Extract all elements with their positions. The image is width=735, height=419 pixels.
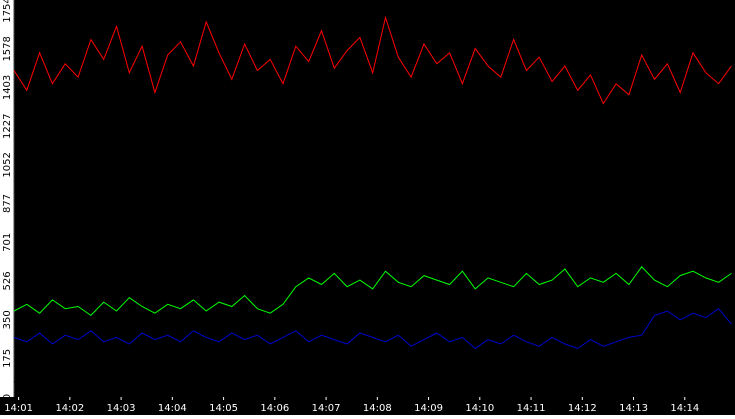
y-tick-label: 1754 xyxy=(2,0,13,23)
y-tick-label: 1227 xyxy=(2,114,13,139)
series-line xyxy=(13,266,732,317)
y-tick-label: 526 xyxy=(2,271,13,290)
x-tick-label: 14:10 xyxy=(465,403,494,414)
x-tick-label: 14:07 xyxy=(312,403,341,414)
x-tick-label: 14:09 xyxy=(414,403,443,414)
y-tick-label: 175 xyxy=(2,349,13,368)
y-tick-label: 877 xyxy=(2,194,13,213)
x-tick-label: 14:13 xyxy=(619,403,648,414)
y-tick-label: 1052 xyxy=(2,152,13,177)
x-axis-band xyxy=(0,397,735,415)
x-tick-label: 14:12 xyxy=(568,403,597,414)
series-line xyxy=(13,15,732,105)
x-tick-label: 14:01 xyxy=(4,403,33,414)
y-tick-label: 1578 xyxy=(2,36,13,61)
x-tick-label: 14:14 xyxy=(670,403,699,414)
y-tick-label: 701 xyxy=(2,233,13,252)
plot-background xyxy=(14,0,735,397)
x-tick-label: 14:05 xyxy=(209,403,238,414)
y-tick-label: 1403 xyxy=(2,75,13,100)
x-tick-label: 14:11 xyxy=(517,403,546,414)
x-tick-label: 14:02 xyxy=(55,403,84,414)
series-line xyxy=(13,370,732,385)
y-tick-label: 0 xyxy=(2,394,13,400)
y-tick-label: 350 xyxy=(2,310,13,329)
x-tick-label: 14:06 xyxy=(260,403,289,414)
x-tick-label: 14:08 xyxy=(363,403,392,414)
series-line xyxy=(13,308,732,350)
x-tick-label: 14:04 xyxy=(158,403,187,414)
x-tick-label: 14:03 xyxy=(107,403,136,414)
